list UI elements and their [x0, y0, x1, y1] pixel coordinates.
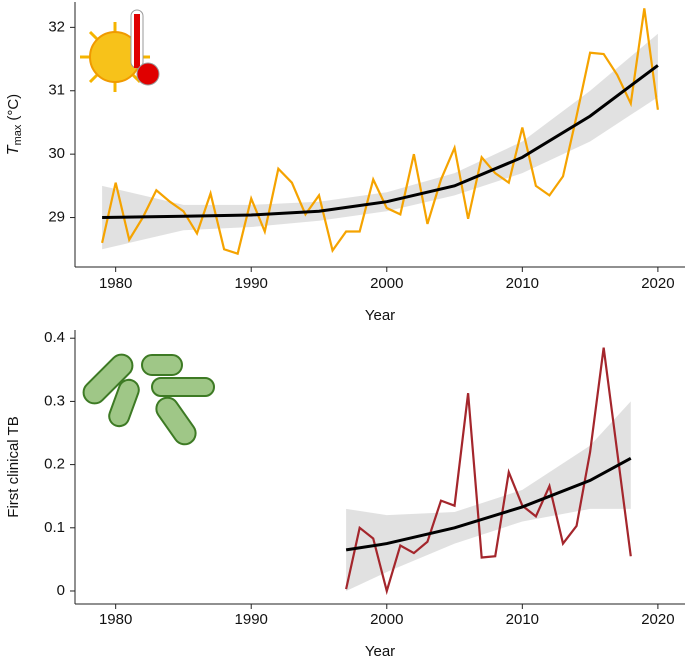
x-axis-label: Year — [365, 307, 395, 324]
panel: 0 0.1 0.2 0.3 0.4 1980 1990 2000 2010 2020 Year Fir… — [5, 329, 685, 660]
x-tick-label: 1990 — [235, 611, 268, 628]
y-label-symbol: T — [5, 144, 22, 155]
x-tick-label: 2000 — [370, 275, 403, 292]
sun-icon — [80, 9, 160, 92]
trend-line — [345, 456, 632, 552]
x-tick-label: 2020 — [641, 611, 674, 628]
x-tick-label: 1980 — [99, 611, 132, 628]
y-tick-label: 30 — [48, 145, 65, 162]
y-label-unit: (°C) — [5, 94, 22, 121]
y-tick-label: 31 — [48, 82, 65, 99]
x-tick-label: 2010 — [506, 275, 539, 292]
x-tick-label: 2010 — [506, 611, 539, 628]
confidence-band — [346, 401, 631, 591]
x-tick-label: 2000 — [370, 611, 403, 628]
x-tick-label: 2020 — [641, 275, 674, 292]
data-line — [345, 347, 632, 596]
panel: 29 30 31 32 1980 1990 2000 2010 2020 Year Tmax (°C) — [5, 2, 685, 324]
y-axis-label: Tmax (°C) — [5, 94, 24, 155]
bacteria-icon — [82, 353, 215, 446]
y-tick-label: 29 — [48, 209, 65, 226]
y-tick-label: 0.4 — [44, 329, 65, 346]
x-tick-label: 1990 — [235, 275, 268, 292]
y-axis-label: First clinical TB — [5, 416, 22, 517]
y-tick-label: 32 — [48, 18, 65, 35]
data-line — [101, 8, 659, 256]
y-tick-label: 0.2 — [44, 456, 65, 473]
x-tick-label: 1980 — [99, 275, 132, 292]
trend-line — [102, 64, 659, 220]
y-tick-label: 0.1 — [44, 519, 65, 536]
x-axis-label: Year — [365, 643, 395, 659]
y-tick-label: 0.3 — [44, 392, 65, 409]
y-label-subscript: max — [12, 124, 24, 145]
y-tick-label: 0 — [57, 582, 65, 599]
